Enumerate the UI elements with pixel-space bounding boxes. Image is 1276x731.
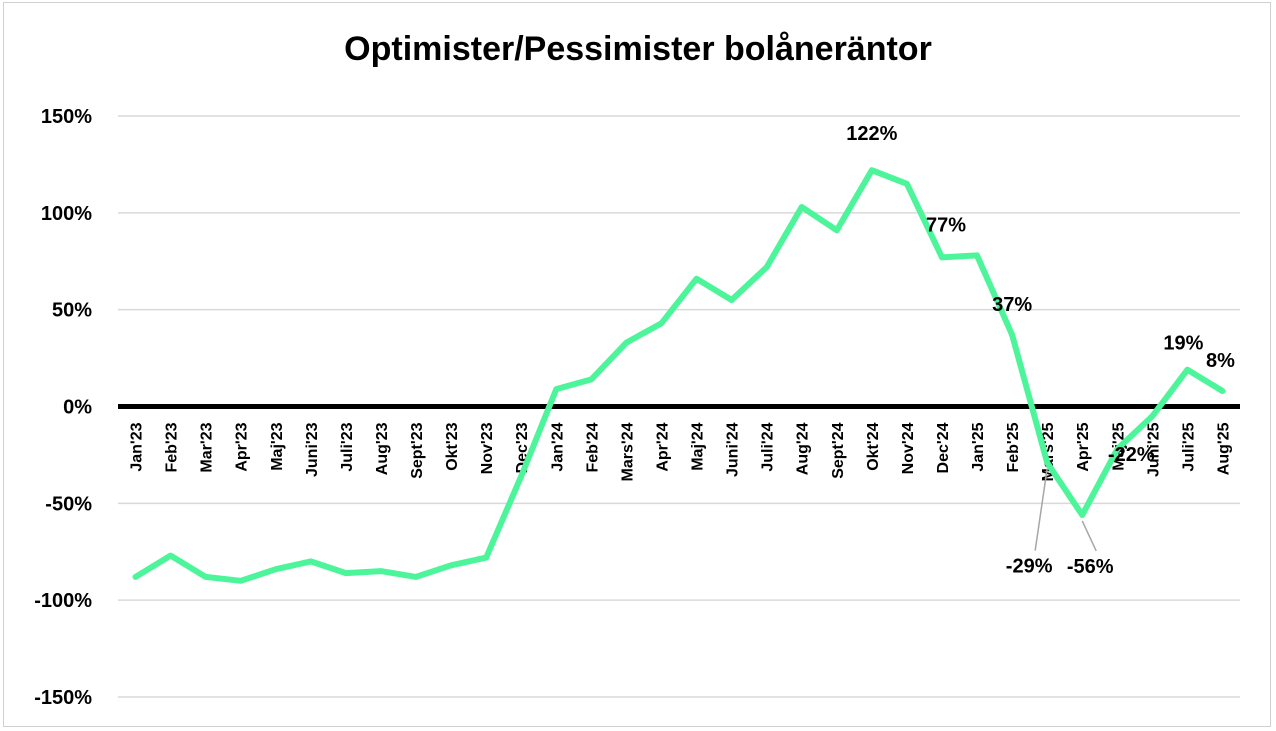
y-tick-label: 100% [41, 203, 92, 225]
data-label: -22% [1108, 444, 1155, 466]
x-tick-label: Maj'23 [269, 422, 286, 470]
data-point [485, 556, 488, 559]
x-tick-label: Apr'24 [654, 422, 671, 471]
data-point [800, 206, 803, 209]
data-point [520, 475, 523, 478]
data-label: 8% [1206, 350, 1235, 372]
data-point [204, 575, 207, 578]
y-tick-label: 0% [63, 397, 92, 419]
data-point [1081, 513, 1084, 516]
data-label: -56% [1067, 556, 1114, 578]
x-tick-label: Jan'24 [549, 422, 566, 471]
x-tick-label: Feb'24 [584, 422, 601, 472]
x-tick-label: Feb'23 [164, 422, 181, 472]
data-point [1011, 333, 1014, 336]
data-point [625, 341, 628, 344]
data-point [1221, 390, 1224, 393]
gridlines [118, 115, 1240, 698]
x-tick-label: Jan'25 [970, 422, 987, 471]
data-point [730, 298, 733, 301]
data-point [134, 575, 137, 578]
series-line [132, 167, 1226, 584]
x-tick-label: Feb'25 [1005, 422, 1022, 472]
data-point [450, 564, 453, 567]
data-point [169, 554, 172, 557]
data-point [695, 277, 698, 280]
x-tick-label: Aug'25 [1215, 422, 1232, 475]
data-point [976, 254, 979, 257]
data-point [765, 266, 768, 269]
data-label: 37% [992, 294, 1032, 316]
data-labels: 122% 77% 37% -29% -56% -22% 19%8% [846, 123, 1235, 578]
data-point [1151, 415, 1154, 418]
data-point [344, 572, 347, 575]
y-tick-label: 50% [52, 300, 92, 322]
leader-line [1081, 520, 1097, 552]
chart-frame [3, 2, 1271, 727]
x-tick-label: Mars'24 [619, 422, 636, 481]
x-tick-label: Sept'23 [409, 422, 426, 478]
x-tick-label: Sept'24 [830, 422, 847, 478]
x-tick-label: Aug'23 [374, 422, 391, 475]
data-label: -29% [1006, 556, 1053, 578]
data-point [1046, 461, 1049, 464]
data-point [1186, 368, 1189, 371]
x-tick-label: Juni'24 [725, 422, 742, 477]
data-point [309, 560, 312, 563]
y-tick-label: -100% [34, 590, 92, 612]
data-point [870, 169, 873, 172]
x-tick-label: Juli'25 [1180, 422, 1197, 471]
x-tick-label: Dec'24 [935, 422, 952, 473]
data-point [379, 570, 382, 573]
data-point [835, 229, 838, 232]
data-point [415, 575, 418, 578]
data-label: 122% [846, 123, 897, 145]
data-point [555, 388, 558, 391]
y-tick-label: 150% [41, 106, 92, 128]
x-tick-label: Okt'23 [444, 422, 461, 470]
x-axis-ticks: Jan'23 Feb'23 Mar'23 Apr'23 Maj'23 Juni'23 Jul… [129, 422, 1233, 481]
data-point [1116, 448, 1119, 451]
series-layer [132, 167, 1226, 584]
y-tick-label: -150% [34, 687, 92, 709]
y-axis-ticks: -150% -100% -50% 0% 50% 100% 150% [34, 106, 92, 709]
y-tick-label: -50% [45, 493, 92, 515]
x-tick-label: Jan'23 [129, 422, 146, 471]
leader-line [1034, 468, 1048, 551]
x-tick-label: Okt'24 [865, 422, 882, 470]
x-tick-label: Nov'24 [900, 422, 917, 474]
data-label: 19% [1163, 333, 1203, 355]
data-label: 77% [926, 214, 966, 236]
x-tick-label: Juli'23 [339, 422, 356, 471]
x-tick-label: Juni'23 [304, 422, 321, 477]
data-point [905, 182, 908, 185]
data-point [239, 579, 242, 582]
x-tick-label: Maj'24 [690, 422, 707, 470]
data-point [660, 322, 663, 325]
chart-title: Optimister/Pessimister bolåneräntor [344, 30, 932, 68]
data-point [274, 568, 277, 571]
data-point [940, 256, 943, 259]
x-tick-label: Apr'23 [234, 422, 251, 471]
x-tick-label: Juni'25 [1145, 422, 1162, 477]
data-point [590, 378, 593, 381]
x-tick-label: Apr'25 [1075, 422, 1092, 471]
x-tick-label: Juli'24 [760, 422, 777, 471]
x-tick-label: Mar'23 [199, 422, 216, 472]
x-tick-label: Nov'23 [479, 422, 496, 474]
x-tick-label: Aug'24 [795, 422, 812, 475]
